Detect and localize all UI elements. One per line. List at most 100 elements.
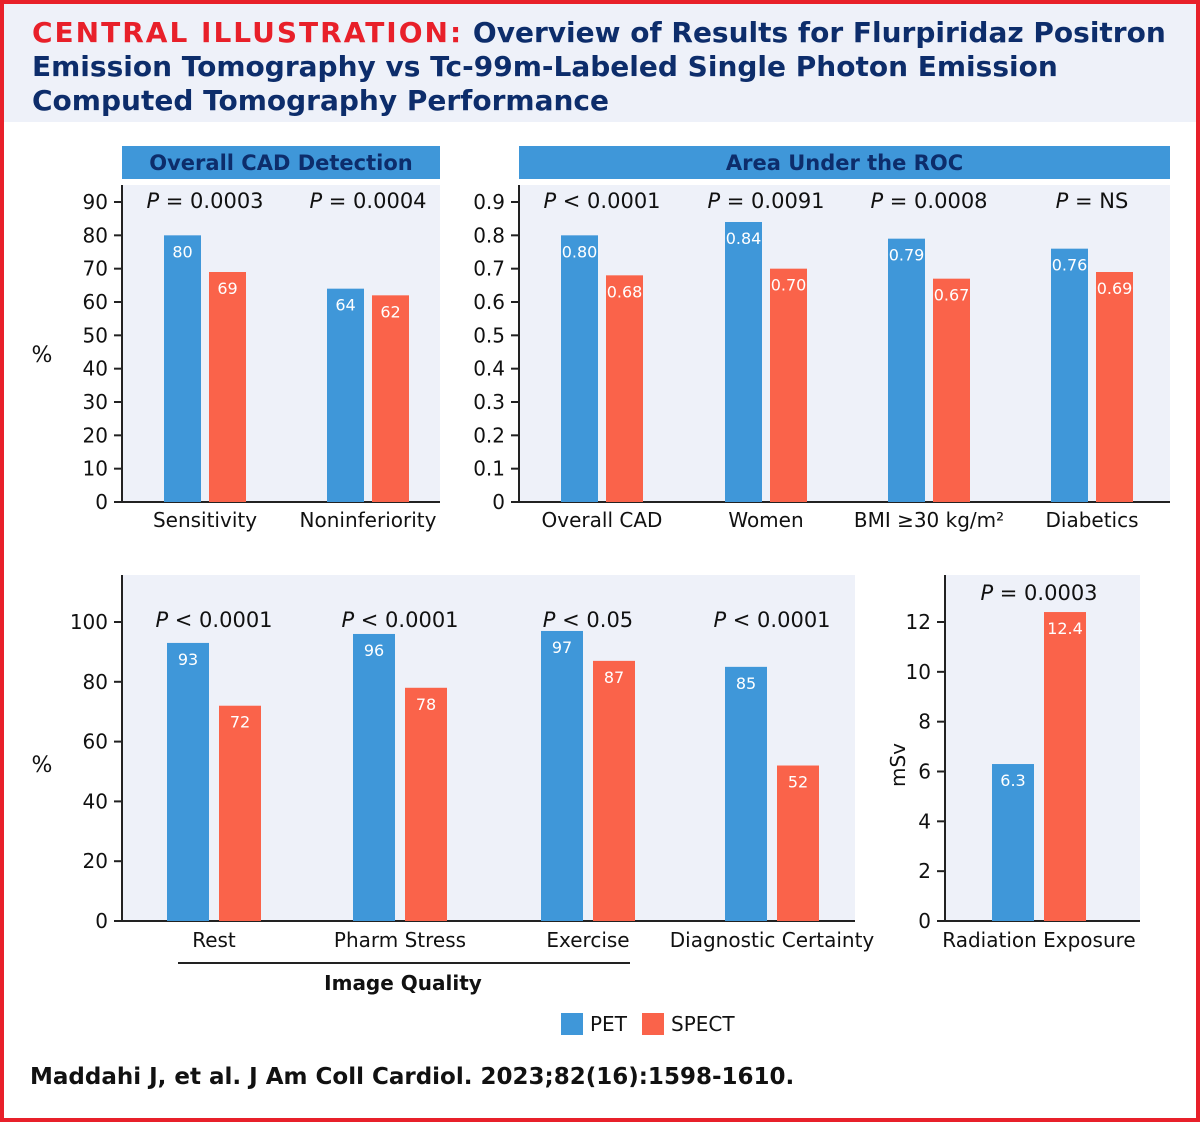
p-value: P = 0.0003: [146, 189, 263, 213]
p-value: P < 0.0001: [543, 189, 660, 213]
p-value: P < 0.0001: [713, 608, 830, 632]
y-axis-label: %: [32, 343, 53, 368]
y-tick-label: 0.8: [473, 223, 505, 247]
chart-panel-2: Area Under the ROC 0 0.1 0.2 0.3 0.4 0.5 0.6 0.7…: [473, 146, 1170, 532]
spect-bar: [770, 268, 807, 502]
chart-panel-3: 0 20 40 60 80 100% 93 72 Rest P < 0.0001 96 78 Pharm…: [32, 575, 875, 995]
pet-bar: [1051, 248, 1088, 502]
spect-bar-value: 87: [604, 668, 624, 687]
pet-bar-value: 96: [364, 641, 384, 660]
pet-bar: [725, 222, 762, 502]
figure-title: CENTRAL ILLUSTRATION: Overview of Result…: [32, 16, 1182, 118]
spect-bar: [1096, 272, 1133, 502]
spect-bar-value: 0.67: [934, 286, 970, 305]
citation: Maddahi J, et al. J Am Coll Cardiol. 202…: [30, 1064, 795, 1090]
pet-bar-value: 93: [178, 650, 198, 669]
legend-pet-swatch: [561, 1013, 583, 1035]
y-tick-label: 0.1: [473, 457, 505, 481]
p-value: P < 0.05: [543, 608, 633, 632]
y-tick-label: 10: [83, 457, 108, 481]
x-category-label: Radiation Exposure: [942, 928, 1135, 952]
y-tick-label: 80: [83, 670, 108, 694]
y-tick-label: 40: [83, 357, 108, 381]
y-tick-label: 20: [83, 849, 108, 873]
spect-bar: [933, 278, 970, 502]
spect-bar-value: 0.70: [771, 276, 807, 295]
p-value: P < 0.0001: [341, 608, 458, 632]
y-tick-label: 30: [83, 390, 108, 414]
spect-bar-value: 62: [380, 302, 400, 321]
title-rest: Overview of Results for Flurpiridaz Posi…: [32, 16, 1166, 117]
plot-area: [945, 575, 1140, 921]
y-tick-label: 0.7: [473, 257, 505, 281]
p-value: P = 0.0004: [309, 189, 426, 213]
y-tick-label: 10: [906, 660, 931, 684]
pet-bar-value: 6.3: [1000, 771, 1025, 790]
pet-bar-value: 0.79: [889, 246, 925, 265]
pet-bar: [561, 235, 598, 503]
spect-bar: [219, 705, 261, 921]
y-tick-label: 0.6: [473, 290, 505, 314]
y-tick-label: 20: [83, 423, 108, 447]
spect-bar: [1044, 612, 1086, 921]
pet-bar-value: 80: [172, 242, 192, 261]
y-tick-label: 80: [83, 223, 108, 247]
spect-bar: [593, 660, 635, 921]
p-value: P < 0.0001: [155, 608, 272, 632]
x-category-label: Pharm Stress: [334, 928, 466, 952]
pet-bar-value: 0.80: [562, 242, 598, 261]
pet-bar-value: 64: [335, 296, 355, 315]
y-tick-label: 6: [918, 760, 931, 784]
y-tick-label: 40: [83, 789, 108, 813]
x-category-label: BMI ≥30 kg/m²: [854, 508, 1004, 532]
pet-bar: [327, 288, 364, 502]
spect-bar-value: 69: [217, 279, 237, 298]
y-axis-label: mSv: [886, 743, 910, 787]
y-tick-label: 0.3: [473, 390, 505, 414]
spect-bar: [209, 272, 246, 502]
spect-bar-value: 0.69: [1097, 279, 1133, 298]
y-tick-label: 70: [83, 257, 108, 281]
spect-bar-value: 52: [788, 773, 808, 792]
y-tick-label: 4: [918, 809, 931, 833]
p-value: P = 0.0091: [707, 189, 824, 213]
y-tick-label: 8: [918, 710, 931, 734]
legend-spect-label: SPECT: [671, 1012, 735, 1036]
legend: PET SPECT: [561, 1012, 735, 1036]
spect-bar-value: 0.68: [607, 282, 643, 301]
y-tick-label: 0: [918, 909, 931, 933]
pet-bar: [541, 630, 583, 921]
spect-bar: [405, 687, 447, 921]
title-lead: CENTRAL ILLUSTRATION:: [32, 16, 464, 49]
y-tick-label: 90: [83, 190, 108, 214]
x-category-label: Women: [728, 508, 803, 532]
p-value: P = NS: [1056, 189, 1129, 213]
spect-bar-value: 12.4: [1047, 619, 1083, 638]
y-tick-label: 50: [83, 323, 108, 347]
pet-bar: [353, 633, 395, 921]
chart-panel-4: 0 2 4 6 8 10 12 mSv 6.3 12.4 Radiation Exposure P =…: [886, 575, 1140, 952]
pet-bar: [164, 235, 201, 503]
spect-bar-value: 78: [416, 695, 436, 714]
group-label: Image Quality: [324, 971, 482, 995]
pet-bar: [992, 764, 1034, 921]
y-tick-label: 0: [95, 909, 108, 933]
pet-bar-value: 0.84: [726, 229, 762, 248]
y-tick-label: 100: [70, 610, 108, 634]
x-category-label: Diagnostic Certainty: [670, 928, 875, 952]
y-tick-label: 12: [906, 610, 931, 634]
y-tick-label: 0.2: [473, 423, 505, 447]
chart-title-banner: [122, 146, 440, 179]
header-banner: CENTRAL ILLUSTRATION: Overview of Result…: [4, 4, 1196, 122]
x-category-label: Sensitivity: [153, 508, 257, 532]
legend-spect-swatch: [642, 1013, 664, 1035]
pet-bar: [725, 666, 767, 921]
chart-title-banner: [519, 146, 1170, 179]
x-category-label: Rest: [192, 928, 236, 952]
x-category-label: Noninferiority: [300, 508, 437, 532]
pet-bar: [167, 642, 209, 921]
spect-bar: [777, 765, 819, 921]
y-tick-label: 0: [492, 490, 505, 514]
y-tick-label: 0: [95, 490, 108, 514]
